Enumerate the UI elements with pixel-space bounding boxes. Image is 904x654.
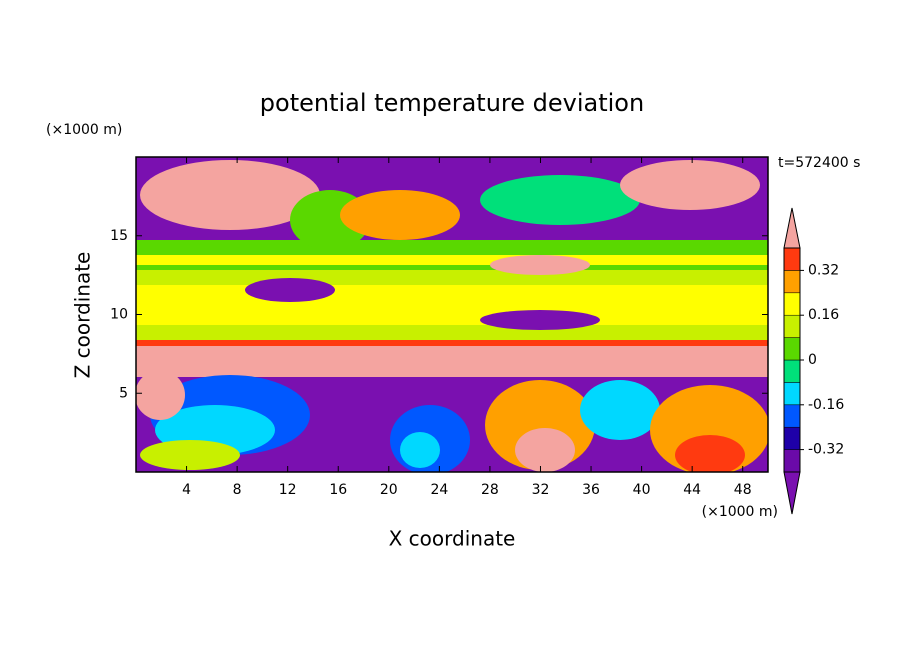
x-tick-label: 20 [380,482,398,498]
x-axis-label: X coordinate [389,527,516,551]
x-tick-label: 36 [582,482,600,498]
colorbar-box [783,404,801,428]
x-tick-label: 48 [734,482,752,498]
y-tick-label: 10 [110,307,128,323]
colorbar-box [783,270,801,294]
y-tick-label: 15 [110,228,128,244]
y-unit: (×1000 m) [46,122,122,138]
colorbar-box [783,247,801,271]
time-label: t=572400 s [778,155,860,171]
x-unit: (×1000 m) [702,504,778,520]
colorbar-triangle [783,207,801,249]
colorbar-box [783,314,801,338]
colorbar-box [783,426,801,450]
x-tick-label: 32 [532,482,550,498]
colorbar-tick-label: -0.16 [808,397,844,413]
colorbar-tick-label: 0.16 [808,307,839,323]
colorbar-tick-label: 0.32 [808,262,839,278]
x-tick-label: 28 [481,482,499,498]
x-tick-label: 40 [633,482,651,498]
contour-field [136,157,768,472]
colorbar-box [783,382,801,406]
colorbar-tick-label: -0.32 [808,442,844,458]
colorbar-box [783,337,801,361]
colorbar-box [783,359,801,383]
x-tick-label: 24 [430,482,448,498]
y-axis-label: Z coordinate [71,252,95,379]
colorbar-triangle [783,471,801,515]
x-tick-label: 8 [233,482,242,498]
colorbar-box [783,449,801,473]
colorbar-box [783,292,801,316]
x-tick-label: 12 [279,482,297,498]
chart-title: potential temperature deviation [260,89,644,117]
x-tick-label: 4 [182,482,191,498]
x-tick-label: 16 [329,482,347,498]
y-tick-label: 5 [119,385,128,401]
x-tick-label: 44 [683,482,701,498]
colorbar-tick-label: 0 [808,352,817,368]
